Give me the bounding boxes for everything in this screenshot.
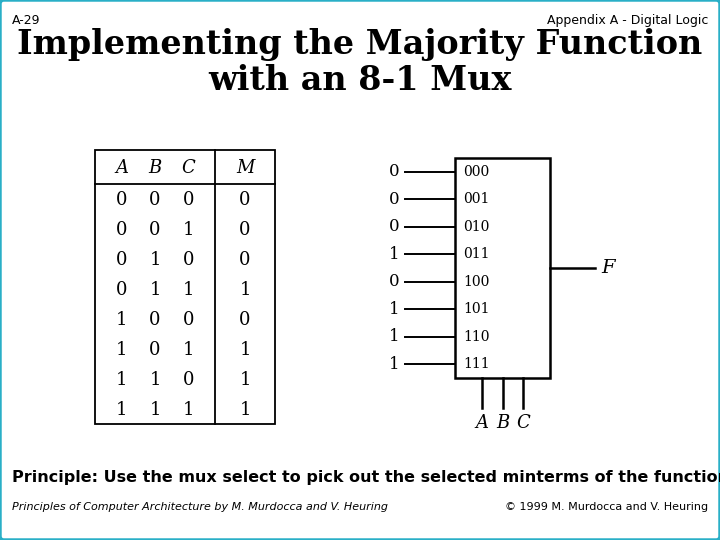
Text: 010: 010: [463, 220, 490, 234]
Text: 1: 1: [183, 401, 194, 419]
Text: 0: 0: [149, 191, 161, 209]
Text: M: M: [236, 159, 254, 177]
Text: 1: 1: [239, 341, 251, 359]
Text: 0: 0: [116, 221, 127, 239]
Text: A-29: A-29: [12, 14, 40, 27]
Text: 1: 1: [116, 371, 127, 389]
Text: © 1999 M. Murdocca and V. Heuring: © 1999 M. Murdocca and V. Heuring: [505, 502, 708, 512]
Text: 1: 1: [183, 281, 194, 299]
Text: 1: 1: [149, 371, 161, 389]
Text: 0: 0: [239, 251, 251, 269]
Text: 0: 0: [390, 191, 400, 208]
Text: 1: 1: [116, 311, 127, 329]
Text: 0: 0: [149, 341, 161, 359]
Text: A: A: [475, 414, 488, 432]
Text: 1: 1: [390, 246, 400, 263]
Text: 1: 1: [239, 401, 251, 419]
Text: 0: 0: [239, 311, 251, 329]
Text: Appendix A - Digital Logic: Appendix A - Digital Logic: [546, 14, 708, 27]
Text: 0: 0: [239, 221, 251, 239]
Text: A: A: [115, 159, 128, 177]
Text: 0: 0: [116, 191, 127, 209]
Text: 0: 0: [149, 311, 161, 329]
Text: Principle: Use the mux select to pick out the selected minterms of the function.: Principle: Use the mux select to pick ou…: [12, 470, 720, 485]
Text: 000: 000: [463, 165, 490, 179]
Text: 0: 0: [183, 251, 194, 269]
Text: F: F: [601, 259, 614, 277]
Text: 0: 0: [116, 281, 127, 299]
Text: 1: 1: [183, 341, 194, 359]
Text: 0: 0: [116, 251, 127, 269]
Text: 0: 0: [183, 371, 194, 389]
Text: 1: 1: [390, 356, 400, 373]
Text: 1: 1: [149, 401, 161, 419]
Text: 1: 1: [390, 301, 400, 318]
Text: 0: 0: [149, 221, 161, 239]
Text: 1: 1: [239, 371, 251, 389]
Text: 0: 0: [390, 218, 400, 235]
Text: Principles of Computer Architecture by M. Murdocca and V. Heuring: Principles of Computer Architecture by M…: [12, 502, 388, 512]
Text: 111: 111: [463, 357, 490, 372]
Text: 0: 0: [239, 191, 251, 209]
Bar: [95, 150, 275, 424]
Text: B: B: [148, 159, 161, 177]
Bar: [455, 158, 550, 378]
Text: 100: 100: [463, 275, 490, 289]
Text: with an 8-1 Mux: with an 8-1 Mux: [208, 64, 512, 97]
Text: C: C: [516, 414, 530, 432]
Text: 1: 1: [149, 251, 161, 269]
Text: C: C: [181, 159, 195, 177]
Text: B: B: [496, 414, 509, 432]
Text: 0: 0: [183, 191, 194, 209]
Text: 101: 101: [463, 302, 490, 316]
Text: 1: 1: [149, 281, 161, 299]
Text: 110: 110: [463, 330, 490, 344]
Text: 0: 0: [390, 273, 400, 291]
Text: 1: 1: [390, 328, 400, 345]
Text: 1: 1: [116, 341, 127, 359]
Text: 1: 1: [239, 281, 251, 299]
Text: Implementing the Majority Function: Implementing the Majority Function: [17, 28, 703, 61]
Text: 001: 001: [463, 192, 490, 206]
Text: 1: 1: [116, 401, 127, 419]
Text: 1: 1: [183, 221, 194, 239]
Text: 0: 0: [183, 311, 194, 329]
Text: 011: 011: [463, 247, 490, 261]
Text: 0: 0: [390, 163, 400, 180]
